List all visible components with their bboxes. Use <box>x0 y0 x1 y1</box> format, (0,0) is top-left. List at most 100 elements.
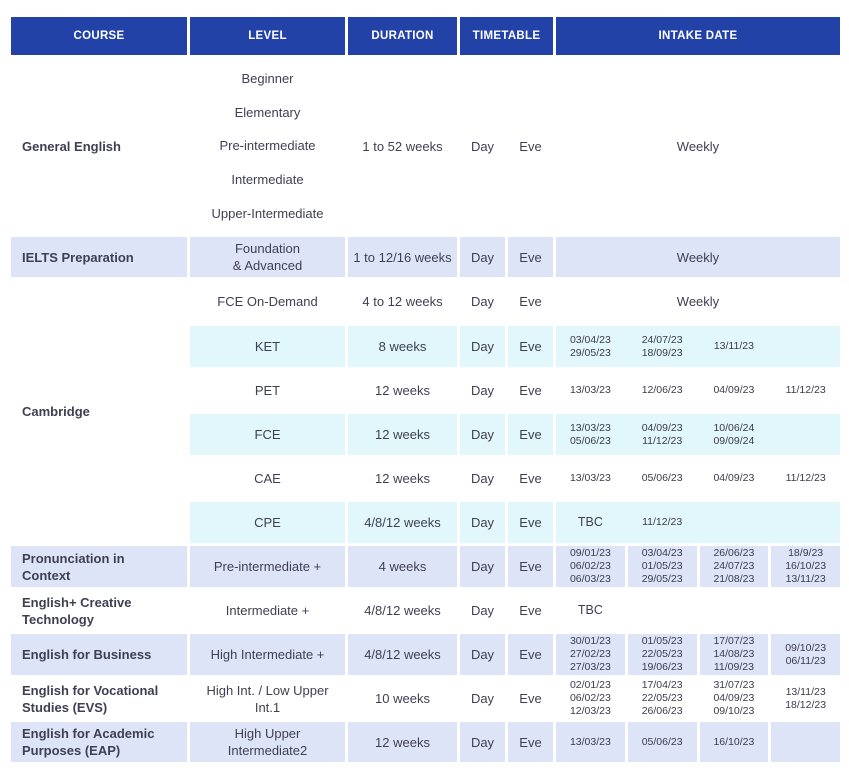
intake-cell: 02/01/23 06/02/23 12/03/23 17/04/23 22/0… <box>556 678 840 719</box>
course-cell: IELTS Preparation <box>11 237 187 277</box>
row-cae: CAE 12 weeks Day Eve 13/03/23 05/06/23 0… <box>190 458 840 499</box>
day-cell: Day <box>470 691 495 706</box>
day-cell: Day <box>460 326 505 367</box>
level-cell: FCE <box>190 414 345 455</box>
date-cell <box>700 590 769 631</box>
duration-cell: 12 weeks <box>375 471 430 486</box>
eve-cell: Eve <box>519 691 542 706</box>
level-item: Elementary <box>234 104 301 120</box>
date-cell: 13/03/23 <box>569 472 611 484</box>
intake-cell: Weekly <box>676 138 720 154</box>
duration-cell: 1 to 52 weeks <box>362 138 443 154</box>
eve-cell: Eve <box>508 722 553 762</box>
date-cell <box>771 722 840 762</box>
date-cell: 05/06/23 <box>627 722 697 762</box>
date-cell <box>771 326 840 367</box>
intake-cell: 30/01/23 27/02/23 27/03/23 01/05/23 22/0… <box>556 634 840 675</box>
date-cell: 17/04/23 22/05/23 26/06/23 <box>641 679 683 717</box>
date-cell: 24/07/23 18/09/23 <box>641 333 683 359</box>
date-cell: 18/9/23 16/10/23 13/11/23 <box>771 546 840 587</box>
header-duration: DURATION <box>348 17 457 55</box>
date-cell: 02/01/23 06/02/23 12/03/23 <box>569 679 611 717</box>
date-cell: TBC <box>577 515 603 529</box>
intake-cell: 13/03/23 05/06/23 04/09/23 11/12/23 <box>556 458 840 499</box>
eve-cell: Eve <box>508 237 553 277</box>
date-cell: 11/12/23 <box>642 516 683 528</box>
course-cell: English for Vocational Studies (EVS) <box>22 682 159 715</box>
eve-cell: Eve <box>519 383 542 398</box>
intake-cell: Weekly <box>556 237 840 277</box>
day-cell: Day <box>460 722 505 762</box>
day-cell: Day <box>460 237 505 277</box>
duration-cell: 1 to 12/16 weeks <box>348 237 457 277</box>
level-cell: CAE <box>254 471 281 486</box>
eve-cell: Eve <box>519 294 542 309</box>
intake-cell: 13/03/23 05/06/23 04/09/23 11/12/23 10/0… <box>556 414 840 455</box>
course-timetable-table: COURSE LEVEL DURATION TIMETABLE INTAKE D… <box>11 17 840 762</box>
eve-cell: Eve <box>508 634 553 675</box>
date-cell: 13/03/23 05/06/23 <box>569 421 611 447</box>
header-timetable: TIMETABLE <box>460 17 553 55</box>
date-cell: 31/07/23 04/09/23 09/10/23 <box>713 679 755 717</box>
eve-cell: Eve <box>519 471 542 486</box>
row-group-cambridge: Cambridge FCE On-Demand 4 to 12 weeks Da… <box>11 280 840 543</box>
row-cpe: CPE 4/8/12 weeks Day Eve TBC 11/12/23 <box>190 502 840 543</box>
row-fce-on-demand: FCE On-Demand 4 to 12 weeks Day Eve Week… <box>190 280 840 323</box>
duration-cell: 12 weeks <box>348 414 457 455</box>
date-cell: 04/09/23 11/12/23 <box>641 421 683 447</box>
intake-cell: 03/04/23 29/05/23 24/07/23 18/09/23 13/1… <box>556 326 840 367</box>
date-cell: 17/07/23 14/08/23 11/09/23 <box>699 634 769 675</box>
day-cell: Day <box>470 294 495 309</box>
date-cell: TBC <box>577 603 603 617</box>
level-cell: Beginner Elementary Pre-intermediate Int… <box>190 58 345 234</box>
row-pronunciation-in-context: Pronunciation in Context Pre-intermediat… <box>11 546 840 587</box>
date-cell: 04/09/23 <box>713 384 755 396</box>
day-cell: Day <box>460 546 505 587</box>
duration-cell: 4/8/12 weeks <box>348 502 457 543</box>
row-pet: PET 12 weeks Day Eve 13/03/23 12/06/23 0… <box>190 370 840 411</box>
date-cell: 11/12/23 <box>785 384 826 396</box>
level-item: Pre-intermediate <box>219 138 316 154</box>
day-cell: Day <box>470 471 495 486</box>
duration-cell: 12 weeks <box>375 383 430 398</box>
intake-cell: TBC 11/12/23 <box>556 502 840 543</box>
level-cell: High Upper Intermediate2 <box>190 722 345 762</box>
date-cell <box>771 502 840 543</box>
intake-cell: 13/03/23 05/06/23 16/10/23 <box>556 722 840 762</box>
course-cell: Cambridge <box>11 280 187 543</box>
date-cell: 03/04/23 29/05/23 <box>569 333 611 359</box>
row-general-english: General English Beginner Elementary Pre-… <box>11 58 840 234</box>
date-cell: 10/06/24 09/09/24 <box>713 421 755 447</box>
course-cell: English for Academic Purposes (EAP) <box>11 722 187 762</box>
level-cell: Foundation & Advanced <box>190 237 345 277</box>
day-cell: Day <box>470 138 495 154</box>
date-cell: 01/05/23 22/05/23 19/06/23 <box>627 634 697 675</box>
date-cell <box>700 502 769 543</box>
date-cell: 04/09/23 <box>713 472 755 484</box>
date-cell: 09/01/23 06/02/23 06/03/23 <box>556 546 625 587</box>
course-cell: English for Business <box>11 634 187 675</box>
level-cell: CPE <box>190 502 345 543</box>
duration-cell: 4 weeks <box>348 546 457 587</box>
date-cell <box>771 414 840 455</box>
date-cell: 09/10/23 06/11/23 <box>771 634 840 675</box>
date-cell: 13/11/23 18/12/23 <box>785 685 827 711</box>
row-fce: FCE 12 weeks Day Eve 13/03/23 05/06/23 0… <box>190 414 840 455</box>
intake-cell: 09/01/23 06/02/23 06/03/23 03/04/23 01/0… <box>556 546 840 587</box>
day-cell: Day <box>470 603 495 618</box>
duration-cell: 10 weeks <box>375 691 430 706</box>
eve-cell: Eve <box>519 603 542 618</box>
row-english-for-vocational-studies: English for Vocational Studies (EVS) Hig… <box>11 678 840 719</box>
level-cell: High Int. / Low Upper Int.1 <box>206 682 329 715</box>
header-course: COURSE <box>11 17 187 55</box>
date-cell <box>628 590 697 631</box>
row-ket: KET 8 weeks Day Eve 03/04/23 29/05/23 24… <box>190 326 840 367</box>
date-cell: 12/06/23 <box>641 384 683 396</box>
header-intake-date: INTAKE DATE <box>556 17 840 55</box>
row-ielts-preparation: IELTS Preparation Foundation & Advanced … <box>11 237 840 277</box>
intake-cell: TBC <box>556 590 840 631</box>
day-cell: Day <box>470 383 495 398</box>
course-cell: English+ Creative Technology <box>22 594 132 627</box>
day-cell: Day <box>460 414 505 455</box>
date-cell <box>771 590 840 631</box>
